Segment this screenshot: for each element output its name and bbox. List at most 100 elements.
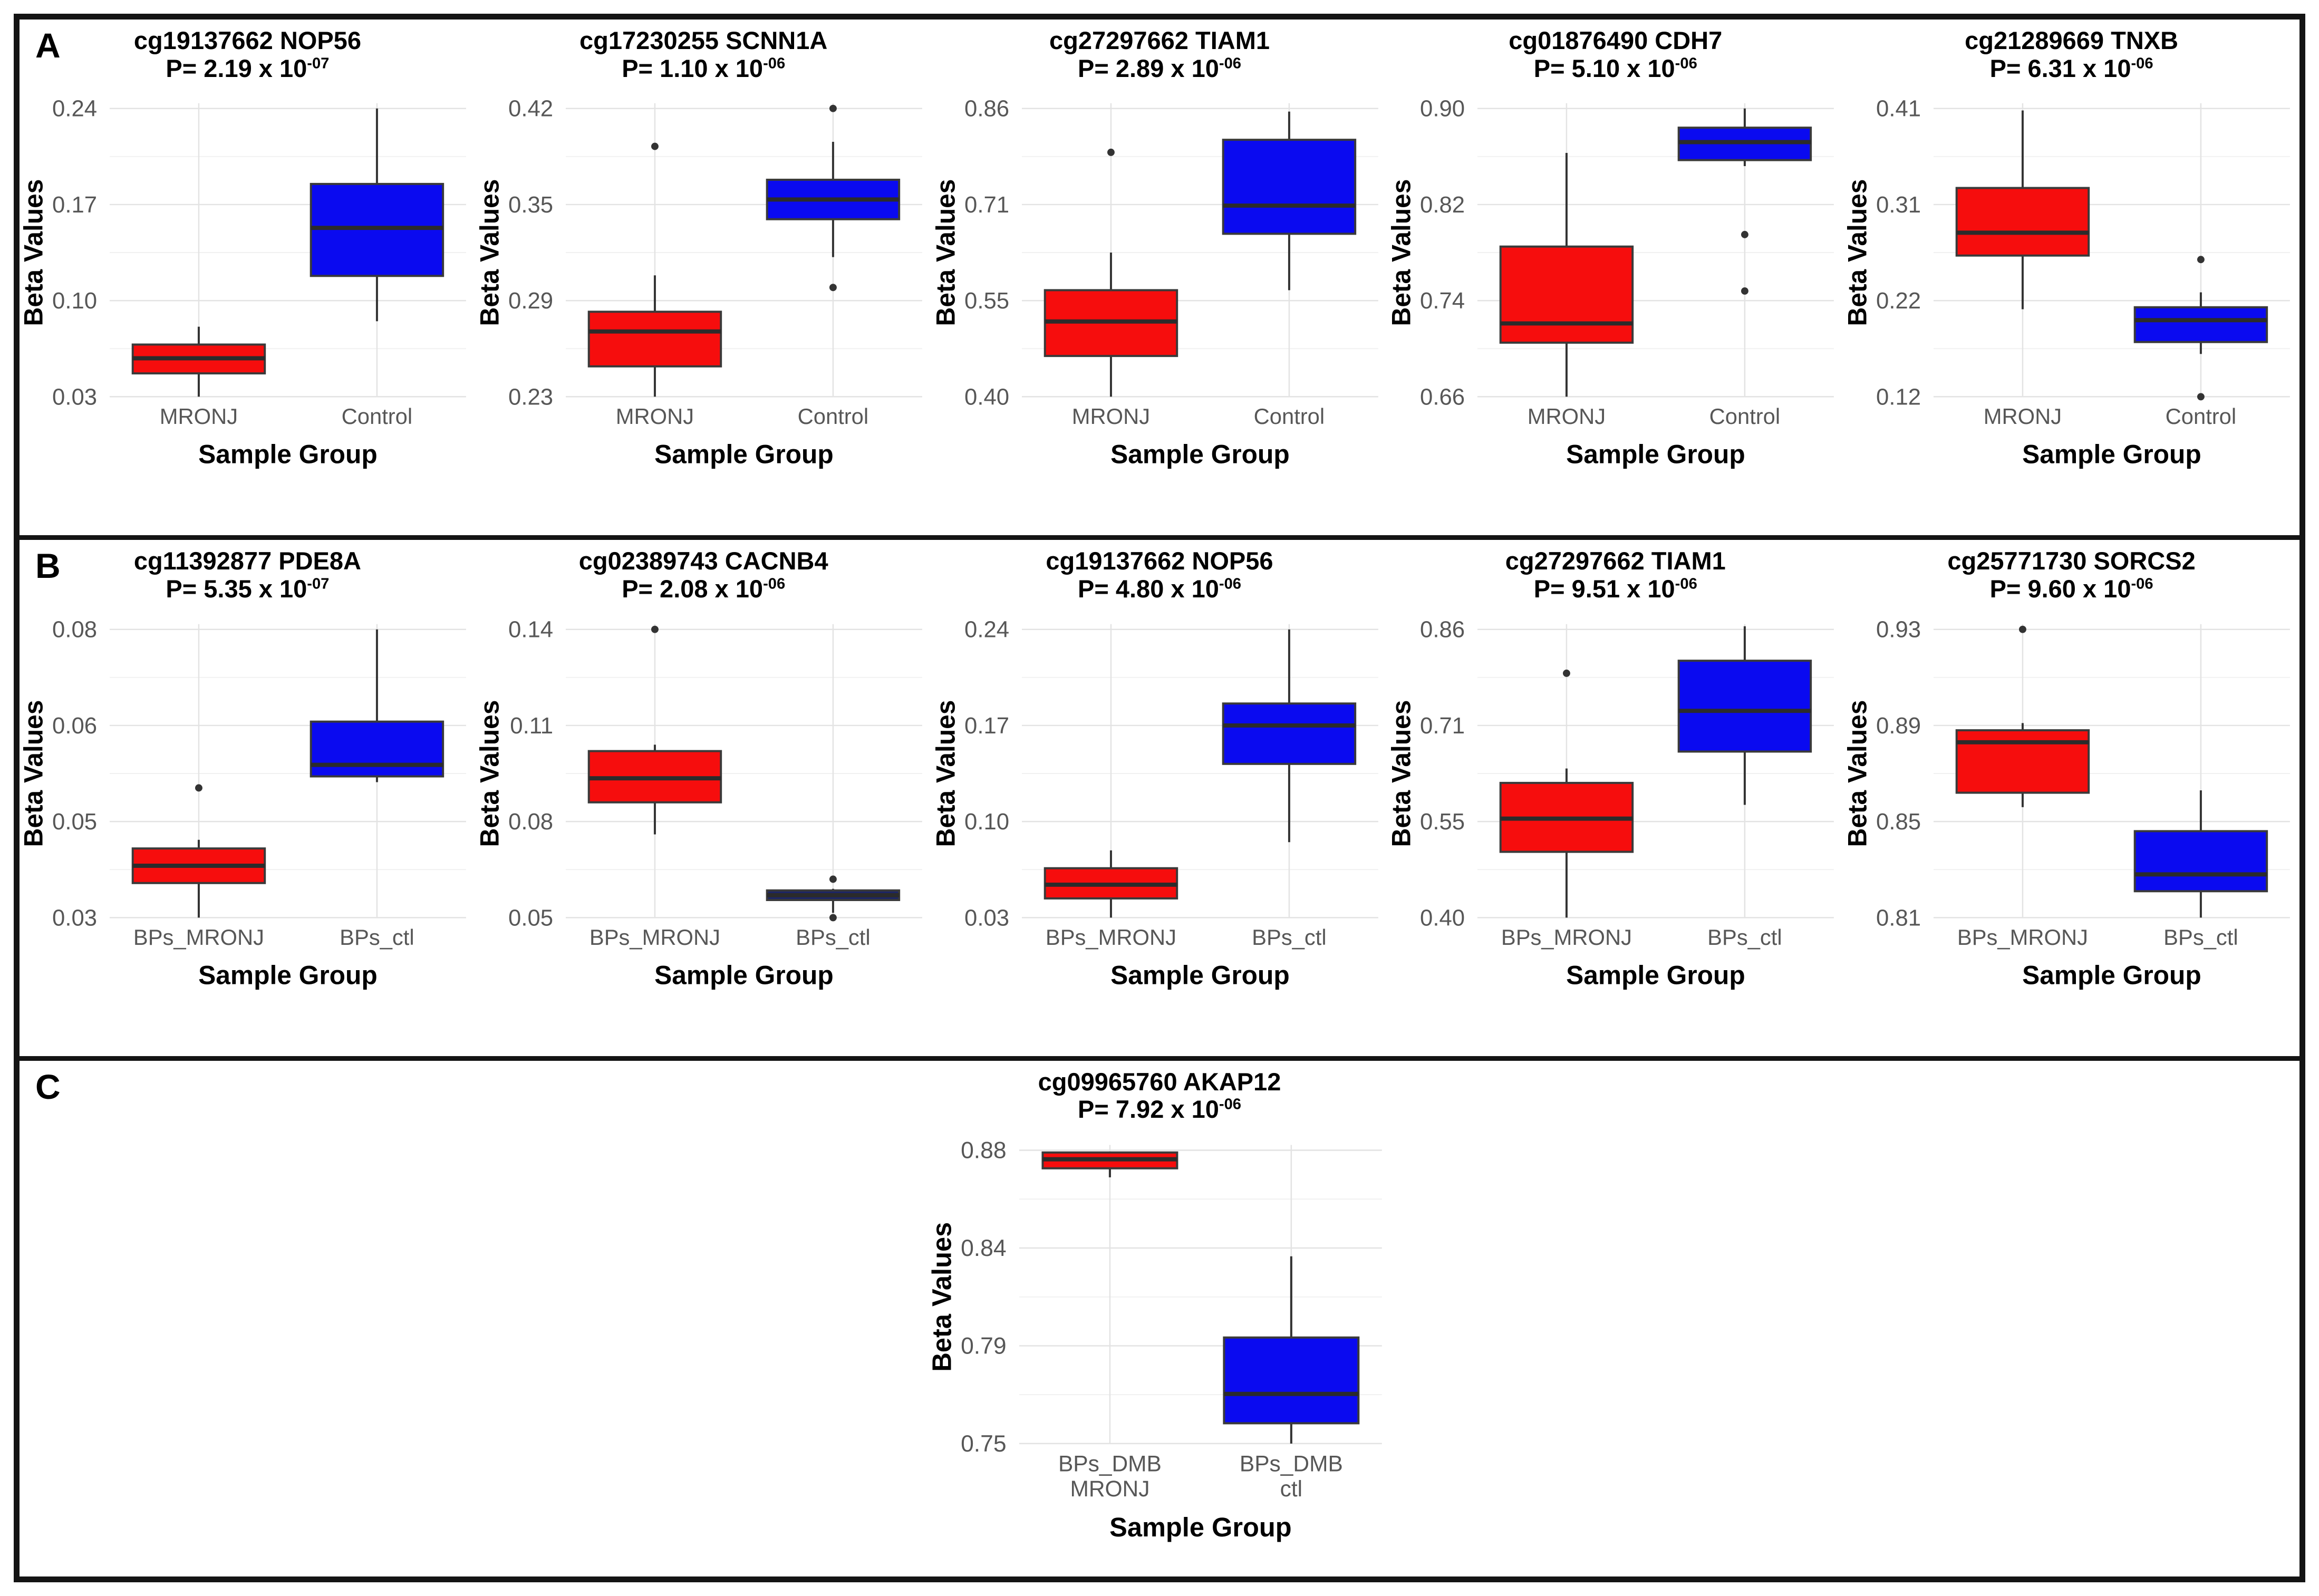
plot-canvas: 0.66 0.74 0.82 0.90 Beta Values MRONJ Control S… [1387, 96, 1834, 469]
outlier-point [2197, 393, 2205, 401]
y-tick-label: 0.24 [964, 616, 1009, 642]
x-tick-label: BPs_ctl [2163, 925, 2238, 950]
box-group-Control [766, 104, 900, 292]
outlier-point [2197, 256, 2205, 264]
y-tick-label: 0.03 [52, 384, 97, 410]
x-tick-label: Control [1709, 404, 1781, 429]
figure-frame: A cg19137662 NOP56 P= 2.19 x 10-07 0.03 0.1… [14, 14, 2305, 1582]
x-axis-title: Sample Group [654, 440, 834, 469]
y-tick-label: 0.24 [52, 96, 97, 122]
y-tick-label: 0.55 [964, 288, 1009, 314]
panel-A: A cg19137662 NOP56 P= 2.19 x 10-07 0.03 0.1… [20, 20, 2299, 536]
x-tick-label: BPs_DMB [1058, 1452, 1162, 1476]
box-group-Control [310, 108, 445, 322]
y-tick-label: 0.42 [508, 96, 553, 122]
box-group-BPs_ctl [766, 875, 900, 921]
y-tick-label: 0.66 [1420, 384, 1465, 410]
y-tick-label: 0.41 [1876, 96, 1921, 122]
y-tick-label: 0.05 [52, 809, 97, 835]
box-group-MRONJ [1955, 110, 2090, 309]
boxplot-cg21289669-TNXB: cg21289669 TNXB P= 6.31 x 10-06 0.12 0.22 0.… [1843, 22, 2299, 501]
y-tick-label: 0.79 [961, 1333, 1007, 1359]
y-axis-title: Beta Values [932, 700, 961, 847]
iqr-box [2133, 306, 2268, 343]
x-axis-title: Sample Group [2022, 960, 2201, 990]
x-tick-label: MRONJ [616, 404, 694, 429]
y-tick-label: 0.93 [1876, 616, 1921, 642]
outlier-point [829, 875, 837, 883]
x-axis-title: Sample Group [1110, 960, 1290, 990]
y-tick-label: 0.08 [52, 616, 97, 642]
plot-title: cg19137662 NOP56 P= 4.80 x 10-06 [1046, 547, 1273, 603]
plot-title: cg02389743 CACNB4 P= 2.08 x 10-06 [578, 547, 828, 603]
y-tick-label: 0.11 [510, 712, 553, 738]
x-tick-label: MRONJ [1070, 1477, 1149, 1502]
plot-canvas: 0.12 0.22 0.31 0.41 Beta Values MRONJ Control S… [1843, 96, 2291, 469]
box-group-BPs_ctl [310, 629, 445, 782]
y-axis-title: Beta Values [1387, 700, 1416, 847]
y-axis-title: Beta Values [476, 179, 505, 326]
panel-label-C: C [35, 1067, 61, 1106]
panel-label-A: A [35, 26, 61, 65]
y-tick-label: 0.10 [52, 288, 97, 314]
outlier-point [1563, 669, 1571, 677]
y-tick-label: 0.88 [961, 1138, 1007, 1164]
box-group-BPs_ctl [2133, 790, 2268, 917]
panel-B: B cg11392877 PDE8A P= 5.35 x 10-07 0.03 0.0… [20, 535, 2299, 1056]
y-tick-label: 0.40 [964, 384, 1009, 410]
x-tick-label: ctl [1280, 1477, 1302, 1502]
y-axis-title: Beta Values [20, 179, 49, 326]
panel-C-plots: cg09965760 AKAP12 P= 7.92 x 10-06 0.75 0.79… [20, 1061, 2299, 1579]
x-axis-title: Sample Group [2022, 440, 2201, 469]
plot-title: cg19137662 NOP56 P= 2.19 x 10-07 [133, 26, 361, 82]
boxplot-cg19137662-NOP56: cg19137662 NOP56 P= 4.80 x 10-06 0.03 0.10 0… [932, 542, 1388, 1022]
x-tick-label: BPs_MRONJ [1957, 925, 2088, 950]
box-group-BPs_MRONJ [1500, 669, 1634, 917]
plot-title: cg27297662 TIAM1 P= 9.51 x 10-06 [1505, 547, 1726, 603]
box-group-BPs_MRONJ [1043, 850, 1178, 917]
box-group-BPs_ctl [1222, 629, 1356, 842]
boxplot-cg02389743-CACNB4: cg02389743 CACNB4 P= 2.08 x 10-06 0.05 0.08… [476, 542, 932, 1022]
outlier-point [1741, 287, 1749, 295]
panel-C: C cg09965760 AKAP12 P= 7.92 x 10-06 0.75 0.… [20, 1056, 2299, 1576]
outlier-point [2019, 625, 2027, 633]
box-group-MRONJ [131, 326, 266, 397]
iqr-box [1223, 1336, 1360, 1425]
box-group-MRONJ [587, 142, 722, 397]
box-group-MRONJ [1043, 149, 1178, 397]
y-tick-label: 0.22 [1876, 288, 1921, 314]
plot-title: cg11392877 PDE8A P= 5.35 x 10-07 [133, 547, 361, 603]
outlier-point [651, 625, 659, 633]
y-tick-label: 0.03 [52, 905, 97, 931]
y-tick-label: 0.40 [1420, 905, 1465, 931]
y-tick-label: 0.05 [508, 905, 553, 931]
x-tick-label: Control [1253, 404, 1325, 429]
boxplot-cg17230255-SCNN1A: cg17230255 SCNN1A P= 1.10 x 10-06 0.23 0.29… [476, 22, 932, 501]
iqr-box [1500, 245, 1634, 344]
x-tick-label: MRONJ [160, 404, 238, 429]
plot-canvas: 0.23 0.29 0.35 0.42 Beta Values MRONJ Control S… [476, 96, 922, 469]
box-group-Control [1222, 111, 1356, 291]
iqr-box [1222, 702, 1356, 765]
y-axis-title: Beta Values [1843, 179, 1872, 326]
y-axis-title: Beta Values [476, 700, 505, 847]
boxplot-cg27297662-TIAM1: cg27297662 TIAM1 P= 9.51 x 10-06 0.40 0.55 0… [1387, 542, 1843, 1022]
x-tick-label: MRONJ [1071, 404, 1149, 429]
panel-label-B: B [35, 546, 61, 586]
box-group-BPs_ctl [1678, 626, 1812, 805]
box-group-MRONJ [1500, 153, 1634, 397]
outlier-point [1107, 149, 1115, 157]
y-tick-label: 0.08 [508, 809, 553, 835]
iqr-box [1222, 139, 1356, 235]
plot-canvas: 0.05 0.08 0.11 0.14 Beta Values BPs_MRONJ BPs_… [476, 616, 922, 990]
outlier-point [651, 142, 659, 150]
y-tick-label: 0.35 [508, 192, 553, 218]
plot-canvas: 0.81 0.85 0.89 0.93 Beta Values BPs_MRONJ BPs_… [1843, 616, 2291, 990]
y-tick-label: 0.17 [964, 712, 1009, 738]
x-axis-title: Sample Group [198, 440, 378, 469]
outlier-point [829, 284, 837, 292]
x-tick-label: BPs_ctl [796, 925, 871, 950]
x-tick-label: BPs_ctl [1252, 925, 1327, 950]
plot-canvas: 0.40 0.55 0.71 0.86 Beta Values MRONJ Control S… [932, 96, 1378, 469]
